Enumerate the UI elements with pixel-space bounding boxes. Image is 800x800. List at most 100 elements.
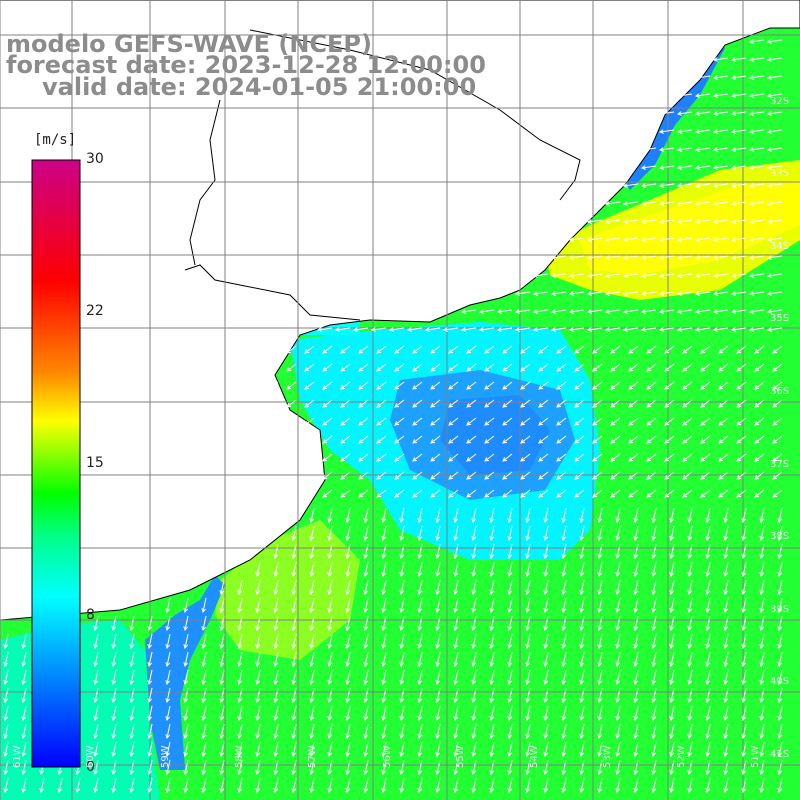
wind-arrow [651, 687, 657, 704]
wind-arrow [93, 777, 99, 794]
wind-arrow [345, 633, 351, 650]
longitude-label: 57W [307, 745, 318, 768]
wind-arrow [700, 453, 711, 462]
wind-arrow [687, 633, 693, 650]
wind-arrow [777, 561, 783, 578]
wind-arrow [309, 759, 315, 776]
wind-arrow [466, 453, 477, 462]
title-valid-date: valid date: 2024-01-05 21:00:00 [42, 73, 477, 101]
wind-arrow [532, 327, 549, 332]
wind-arrow [633, 507, 639, 524]
wind-arrow [705, 507, 711, 524]
wind-arrow [640, 183, 657, 188]
wind-arrow [556, 345, 567, 354]
wind-arrow [777, 597, 783, 614]
wind-arrow [448, 471, 459, 480]
wind-arrow [471, 633, 477, 650]
wind-arrow [489, 615, 495, 632]
wind-arrow [669, 633, 675, 650]
wind-arrow [21, 633, 27, 650]
wind-arrow [21, 723, 27, 740]
wind-arrow [453, 507, 459, 524]
wind-arrow [718, 417, 729, 426]
wind-arrow [525, 507, 531, 524]
wind-arrow [507, 543, 513, 560]
wind-arrow [646, 417, 657, 426]
wind-arrow [345, 705, 351, 722]
wind-arrow [615, 543, 621, 560]
wind-arrow [730, 183, 747, 188]
colorbar [31, 159, 81, 768]
wind-arrow [273, 651, 279, 668]
wind-arrow [730, 219, 747, 224]
wind-arrow [682, 489, 693, 498]
wind-arrow [759, 669, 765, 686]
wind-arrow [597, 579, 603, 596]
wind-arrow [604, 201, 621, 206]
wind-arrow [381, 615, 387, 632]
wind-arrow [597, 687, 603, 704]
wind-arrow [57, 777, 63, 794]
wind-arrow [669, 543, 675, 560]
wind-arrow [730, 75, 747, 80]
wind-arrow [93, 615, 99, 632]
wind-arrow [291, 615, 297, 632]
wind-arrow [147, 741, 153, 758]
wind-arrow [687, 759, 693, 776]
wind-arrow [255, 705, 261, 722]
colorbar-unit: [m/s] [34, 132, 77, 148]
wind-arrow [453, 669, 459, 686]
wind-arrow [543, 723, 549, 740]
wind-arrow [502, 435, 513, 444]
wind-arrow [712, 183, 729, 188]
latitude-label: 36S [770, 386, 790, 397]
wind-arrow [664, 489, 675, 498]
wind-arrow [633, 669, 639, 686]
wind-arrow [754, 399, 765, 408]
colorbar-tick-22: 22 [86, 303, 104, 319]
wind-arrow [147, 669, 153, 686]
wind-arrow [658, 255, 675, 260]
wind-arrow [676, 273, 693, 278]
wind-arrow [610, 363, 621, 372]
wind-arrow [592, 435, 603, 444]
wind-arrow [543, 633, 549, 650]
wind-arrow [615, 651, 621, 668]
wind-arrow [622, 183, 639, 188]
latitude-label: 38S [770, 531, 790, 542]
wind-arrow [610, 417, 621, 426]
wind-arrow [538, 471, 549, 480]
wind-arrow [633, 561, 639, 578]
wind-arrow [694, 147, 711, 152]
wind-arrow [255, 561, 261, 578]
wind-arrow [676, 291, 693, 296]
wind-arrow [201, 615, 207, 632]
wind-arrow [273, 669, 279, 686]
wind-arrow [777, 669, 783, 686]
wind-arrow [615, 777, 621, 794]
wind-arrow [471, 669, 477, 686]
wind-arrow [435, 687, 441, 704]
latitude-label: 39S [770, 604, 790, 615]
wind-arrow [129, 741, 135, 758]
wind-arrow [165, 741, 171, 758]
wind-arrow [592, 471, 603, 480]
wind-arrow [309, 651, 315, 668]
wind-arrow [759, 507, 765, 524]
latitude-label: 34S [770, 241, 790, 252]
wind-arrow [394, 399, 405, 408]
wind-arrow [417, 507, 423, 524]
wind-arrow [741, 687, 747, 704]
wind-arrow [538, 417, 549, 426]
wind-arrow [345, 741, 351, 758]
wind-arrow [604, 255, 621, 260]
wind-arrow [759, 543, 765, 560]
wind-arrow [561, 777, 567, 794]
wind-arrow [417, 741, 423, 758]
wind-arrow [622, 219, 639, 224]
wind-arrow [543, 507, 549, 524]
wind-arrow [723, 525, 729, 542]
wind-arrow [736, 489, 747, 498]
wind-arrow [327, 723, 333, 740]
wind-arrow [435, 543, 441, 560]
